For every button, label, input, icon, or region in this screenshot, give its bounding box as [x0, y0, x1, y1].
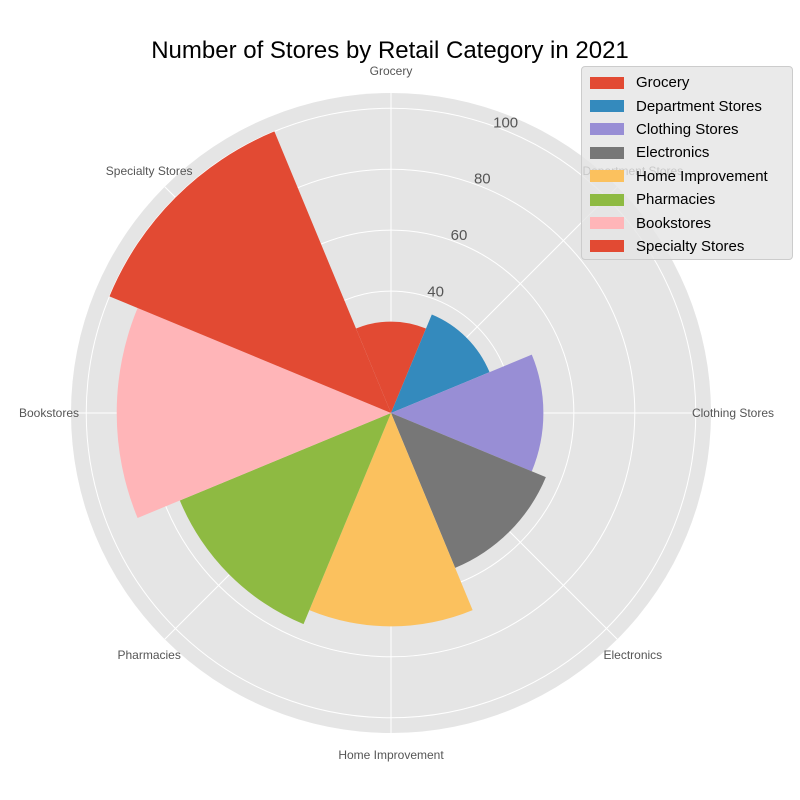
legend-item: Department Stores — [590, 94, 792, 117]
legend-item: Bookstores — [590, 211, 792, 234]
chart-title: Number of Stores by Retail Category in 2… — [151, 37, 629, 64]
legend-label: Bookstores — [636, 214, 712, 232]
bar-electronics — [391, 413, 546, 568]
legend-item: Specialty Stores — [590, 235, 792, 258]
legend-item: Grocery — [590, 71, 792, 94]
legend-swatch — [590, 76, 624, 89]
category-label: Bookstores — [19, 406, 79, 420]
legend: Grocery Department Stores Clothing Stores E… — [581, 66, 793, 260]
legend-label: Pharmacies — [636, 191, 716, 209]
bar-pharmacies — [179, 413, 391, 625]
legend-label: Clothing Stores — [636, 120, 739, 138]
category-label: Home Improvement — [338, 748, 444, 762]
category-label: Electronics — [603, 648, 662, 662]
category-label: Clothing Stores — [692, 406, 774, 420]
legend-item: Home Improvement — [590, 165, 792, 188]
legend-swatch — [590, 170, 624, 183]
radial-tick-label: 100 — [493, 114, 518, 131]
legend-item: Electronics — [590, 141, 792, 164]
category-label: Pharmacies — [117, 648, 180, 662]
bar-grocery — [356, 321, 426, 413]
category-label: Grocery — [370, 64, 413, 78]
bar-department-stores — [391, 314, 490, 413]
legend-swatch — [590, 123, 624, 136]
bar-bookstores — [116, 308, 391, 518]
category-label: Specialty Stores — [106, 164, 193, 178]
legend-item: Clothing Stores — [590, 118, 792, 141]
legend-label: Electronics — [636, 144, 710, 162]
legend-swatch — [590, 217, 624, 230]
radial-tick-labels: 40 60 80 100 — [427, 114, 518, 300]
bar-specialty-stores — [109, 131, 392, 413]
radial-tick-label: 60 — [451, 227, 468, 244]
polar-bars — [109, 131, 546, 627]
legend-label: Specialty Stores — [636, 237, 745, 255]
legend-label: Home Improvement — [636, 167, 768, 185]
legend-swatch — [590, 240, 624, 253]
bar-clothing-stores — [391, 354, 544, 472]
legend-item: Pharmacies — [590, 188, 792, 211]
radial-tick-label: 40 — [427, 283, 444, 300]
legend-swatch — [590, 146, 624, 159]
radial-tick-label: 80 — [474, 171, 491, 188]
legend-label: Grocery — [636, 74, 690, 92]
legend-label: Department Stores — [636, 97, 762, 115]
legend-swatch — [590, 193, 624, 206]
legend-swatch — [590, 100, 624, 113]
bar-home-improvement — [309, 413, 473, 627]
